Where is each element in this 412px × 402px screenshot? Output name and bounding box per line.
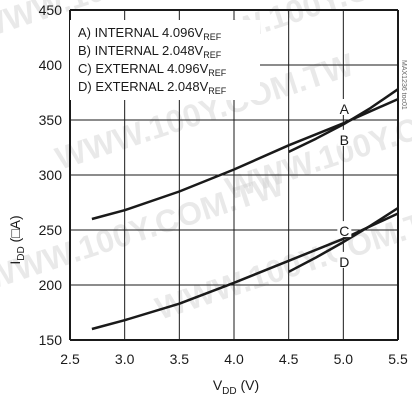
x-tick-label: 3.5 [170, 351, 190, 367]
x-tick-label: 4.0 [224, 351, 244, 367]
y-tick-label: 250 [39, 222, 63, 238]
x-tick-label: 5.5 [388, 351, 408, 367]
y-tick-label: 400 [39, 57, 63, 73]
part-number: MAX1236 toc01 [400, 60, 407, 110]
legend-entry: B) INTERNAL 2.048VREF [78, 43, 222, 60]
y-tick-label: 200 [39, 277, 63, 293]
x-tick-label: 3.0 [115, 351, 135, 367]
legend-entry: C) EXTERNAL 4.096VREF [78, 61, 227, 78]
y-tick-label: 450 [39, 2, 63, 18]
x-tick-label: 5.0 [334, 351, 354, 367]
legend-entry: D) EXTERNAL 2.048VREF [78, 79, 227, 96]
x-tick-label: 4.5 [279, 351, 299, 367]
y-tick-label: 300 [39, 167, 63, 183]
curve-label: B [340, 132, 349, 148]
curve-label: D [339, 254, 349, 270]
curve-label: C [339, 223, 349, 239]
x-tick-label: 2.5 [60, 351, 80, 367]
y-tick-label: 350 [39, 112, 63, 128]
curve-label: A [340, 101, 350, 117]
legend-entry: A) INTERNAL 4.096VREF [78, 25, 222, 42]
x-axis-title: VDD (V) [213, 377, 259, 397]
y-tick-label: 150 [39, 332, 63, 348]
